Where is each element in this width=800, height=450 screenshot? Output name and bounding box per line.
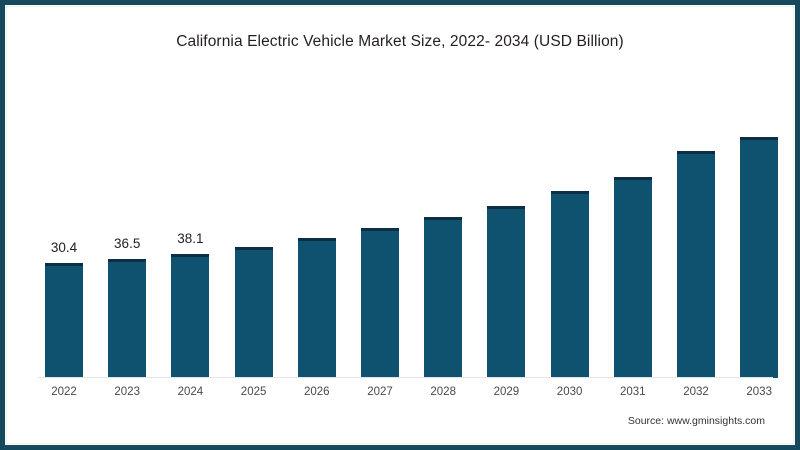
x-axis-tick-2026: 2026 <box>304 386 330 398</box>
x-axis-tick-2025: 2025 <box>240 386 267 398</box>
x-axis-tick-2029: 2029 <box>493 386 520 398</box>
x-axis-tick-2030: 2030 <box>556 386 583 398</box>
bar-rect[interactable] <box>677 151 715 378</box>
x-axis-tick-2022: 2022 <box>51 386 77 398</box>
bar-rect[interactable] <box>740 137 779 378</box>
bar-2023[interactable]: 36.5 <box>108 236 147 378</box>
bar-2024[interactable]: 38.1 <box>171 231 210 378</box>
x-axis-tick-2027: 2027 <box>367 386 393 398</box>
x-axis-tick-2028: 2028 <box>430 386 456 398</box>
x-axis-tick-2031: 2031 <box>620 386 646 398</box>
bar-value-label-2022: 30.4 <box>50 240 78 255</box>
bar-value-label-2023: 36.5 <box>114 236 141 251</box>
x-axis-baseline <box>38 377 773 378</box>
x-axis-tick-2023: 2023 <box>114 386 140 398</box>
bar-2033[interactable] <box>740 137 779 378</box>
bar-rect[interactable] <box>487 206 526 378</box>
chart-title: California Electric Vehicle Market Size,… <box>176 33 624 50</box>
bar-2027[interactable] <box>361 228 399 378</box>
bar-2028[interactable] <box>424 217 463 378</box>
bar-rect[interactable] <box>234 247 273 378</box>
x-axis-tick-2033: 2033 <box>746 386 772 398</box>
bar-rect[interactable] <box>45 263 83 378</box>
plot-area: 30.4 36.5 38.1 <box>38 95 779 378</box>
bar-rect[interactable] <box>550 191 589 378</box>
bar-2022[interactable]: 30.4 <box>45 240 83 378</box>
bar-2025[interactable] <box>234 247 273 378</box>
source-attribution: Source: www.gminsights.com <box>627 415 765 427</box>
bar-2030[interactable] <box>550 191 589 378</box>
bar-2032[interactable] <box>677 151 715 378</box>
bar-rect[interactable] <box>613 177 652 378</box>
bar-2031[interactable] <box>613 177 652 378</box>
bar-rect[interactable] <box>171 254 210 378</box>
bar-rect[interactable] <box>108 259 147 378</box>
x-axis-tick-2032: 2032 <box>683 386 709 398</box>
bar-rect[interactable] <box>297 238 336 378</box>
bar-2026[interactable] <box>297 238 336 378</box>
bar-rect[interactable] <box>361 228 399 378</box>
bar-2029[interactable] <box>487 206 526 378</box>
bar-rect[interactable] <box>424 217 463 378</box>
bar-value-label-2024: 38.1 <box>177 231 204 246</box>
x-axis-tick-2024: 2024 <box>177 386 204 398</box>
